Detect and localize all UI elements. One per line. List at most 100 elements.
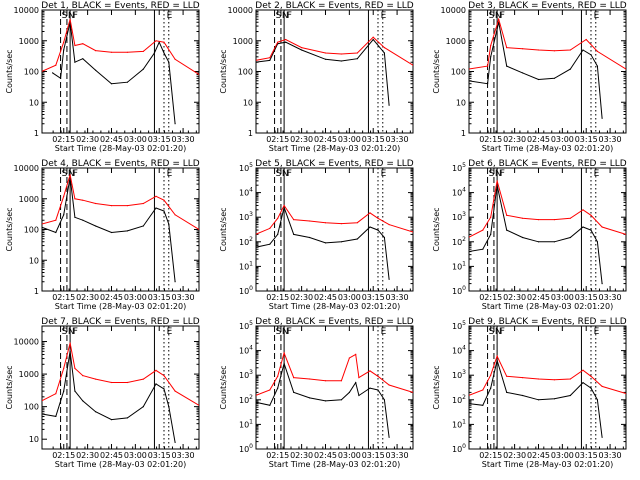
y-tick-label: 100 bbox=[239, 443, 253, 454]
events-point bbox=[168, 61, 170, 63]
y-tick-label: 10 bbox=[29, 435, 39, 444]
events-point bbox=[383, 52, 385, 54]
x-tick-label: 02:45 bbox=[314, 451, 337, 460]
events-point bbox=[553, 398, 556, 400]
x-tick-label: 02:30 bbox=[503, 451, 526, 460]
x-tick-label: 02:30 bbox=[76, 451, 99, 460]
lld-point bbox=[42, 400, 43, 402]
events-point bbox=[42, 413, 43, 415]
lld-point bbox=[340, 380, 342, 382]
lld-point bbox=[553, 379, 556, 381]
y-tick-label: 1 bbox=[248, 129, 253, 138]
flag-label: S bbox=[489, 327, 495, 337]
events-point bbox=[590, 387, 592, 389]
events-point bbox=[256, 61, 257, 63]
lld-point bbox=[496, 180, 498, 182]
lld-point bbox=[498, 18, 500, 20]
x-tick-label: 02:30 bbox=[290, 135, 313, 144]
events-point bbox=[490, 387, 492, 389]
lld-point bbox=[596, 50, 599, 53]
events-point bbox=[596, 65, 599, 67]
lld-point bbox=[324, 52, 327, 54]
x-tick-label: 02:15 bbox=[479, 451, 502, 460]
lld-point bbox=[283, 352, 285, 354]
events-point bbox=[482, 404, 484, 406]
y-tick-label: 101 bbox=[239, 260, 253, 271]
lld-point bbox=[309, 378, 311, 380]
events-point bbox=[490, 56, 492, 58]
y-axis-label: Counts/sec bbox=[219, 49, 228, 93]
lld-point bbox=[469, 395, 470, 396]
x-axis-label: Start Time (28-May-03 02:01:20) bbox=[269, 144, 400, 153]
flag-label: N bbox=[68, 11, 75, 21]
lld-point bbox=[309, 220, 311, 222]
lld-series-line bbox=[469, 17, 626, 70]
x-tick-label: 03:15 bbox=[148, 451, 171, 460]
lld-point bbox=[285, 38, 287, 41]
events-point bbox=[569, 236, 571, 239]
flag-label: E bbox=[381, 327, 387, 337]
x-tick-label: 03:15 bbox=[575, 293, 598, 302]
y-tick-label: 102 bbox=[239, 236, 253, 247]
y-tick-label: 104 bbox=[452, 345, 466, 356]
lld-point bbox=[522, 377, 524, 379]
y-tick-label: 102 bbox=[239, 394, 253, 405]
events-series-line bbox=[469, 185, 603, 284]
lld-point bbox=[95, 378, 97, 380]
events-point bbox=[82, 400, 84, 402]
x-axis-label: Start Time (28-May-03 02:01:20) bbox=[55, 144, 186, 153]
events-point bbox=[63, 390, 65, 392]
events-point bbox=[340, 399, 342, 401]
events-point bbox=[496, 359, 498, 361]
x-tick-label: 03:00 bbox=[338, 135, 361, 144]
flag-label: F bbox=[73, 169, 78, 179]
events-point bbox=[95, 411, 97, 413]
y-axis-label: Counts/sec bbox=[5, 49, 14, 93]
x-tick-label: 03:15 bbox=[362, 135, 385, 144]
flag-label: S bbox=[276, 169, 282, 179]
panel-det-1: Det 1, BLACK = Events, RED = LLD 1 10 100 10… bbox=[5, 1, 200, 153]
flag-label: S bbox=[489, 169, 495, 179]
events-point bbox=[110, 231, 113, 234]
y-tick-label: 100 bbox=[24, 68, 39, 77]
x-axis-label: Start Time (28-May-03 02:01:20) bbox=[269, 460, 400, 469]
events-point bbox=[63, 214, 65, 216]
lld-point bbox=[283, 204, 285, 207]
lld-point bbox=[506, 47, 508, 49]
events-point bbox=[487, 83, 489, 85]
lld-point bbox=[142, 50, 144, 53]
lld-point bbox=[625, 233, 626, 235]
y-axis-label: Counts/sec bbox=[432, 365, 441, 409]
events-point bbox=[324, 58, 327, 60]
y-tick-label: 1 bbox=[34, 129, 39, 138]
lld-point bbox=[369, 212, 371, 214]
y-tick-label: 104 bbox=[239, 345, 253, 356]
x-axis-label: Start Time (28-May-03 02:01:20) bbox=[482, 144, 613, 153]
events-point bbox=[553, 77, 556, 79]
flag-label: N bbox=[282, 327, 289, 337]
lld-point bbox=[174, 214, 176, 216]
lld-series-line bbox=[256, 36, 413, 66]
lld-point bbox=[601, 385, 603, 387]
x-tick-label: 03:15 bbox=[575, 135, 598, 144]
y-tick-label: 10 bbox=[29, 98, 39, 107]
panel-det-9: Det 9, BLACK = Events, RED = LLD 100 101 10… bbox=[432, 317, 627, 469]
flag-label: N bbox=[495, 169, 502, 179]
events-point bbox=[340, 60, 342, 62]
events-point bbox=[369, 226, 371, 228]
events-point bbox=[142, 225, 144, 227]
lld-point bbox=[340, 223, 342, 225]
lld-point bbox=[324, 380, 327, 382]
events-point bbox=[256, 401, 257, 403]
lld-point bbox=[522, 217, 524, 219]
lld-point bbox=[155, 195, 157, 197]
lld-point bbox=[69, 18, 71, 20]
y-axis-label: Counts/sec bbox=[219, 207, 228, 251]
events-point bbox=[168, 223, 170, 225]
lld-point bbox=[82, 375, 84, 377]
y-tick-label: 103 bbox=[452, 369, 466, 380]
lld-point bbox=[412, 64, 413, 66]
lld-point bbox=[110, 381, 113, 384]
lld-point bbox=[377, 375, 379, 377]
y-tick-label: 105 bbox=[452, 162, 466, 173]
